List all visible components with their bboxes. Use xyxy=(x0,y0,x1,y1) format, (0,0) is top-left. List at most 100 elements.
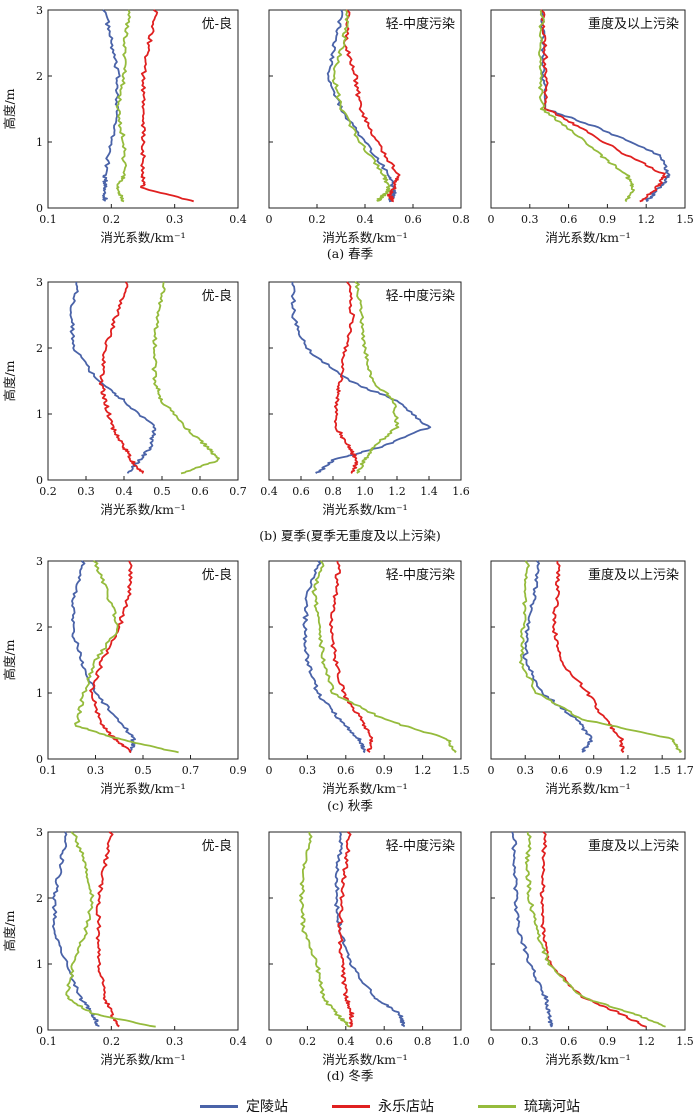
panel-title: 重度及以上污染 xyxy=(588,567,679,583)
x-tick-label: 0.4 xyxy=(229,213,247,226)
x-tick-label: 0.9 xyxy=(229,764,247,777)
x-tick-label: 0.2 xyxy=(103,213,121,226)
series-line-2 xyxy=(333,281,359,474)
x-tick-label: 0.6 xyxy=(551,764,569,777)
x-tick-label: 0.8 xyxy=(452,213,470,226)
x-tick-label: 0.6 xyxy=(292,485,310,498)
legend-label-dingling: 定陵站 xyxy=(246,1099,288,1115)
x-tick-label: 0.3 xyxy=(521,1035,539,1048)
series-line-1 xyxy=(290,281,432,474)
x-tick-label: 0.3 xyxy=(166,1035,184,1048)
x-tick-label: 0.3 xyxy=(299,764,317,777)
x-axis-label: 消光系数/km⁻¹ xyxy=(322,502,407,517)
x-tick-label: 0 xyxy=(488,213,495,226)
x-tick-label: 0.9 xyxy=(585,764,603,777)
x-tick-label: 0.9 xyxy=(599,213,617,226)
x-tick-label: 0.6 xyxy=(560,213,578,226)
x-tick-label: 0.3 xyxy=(516,764,534,777)
legend-label-liulihe: 琉璃河站 xyxy=(524,1099,580,1115)
y-tick-label: 2 xyxy=(36,621,43,634)
x-tick-label: 0.4 xyxy=(260,485,278,498)
x-tick-label: 0.2 xyxy=(39,485,57,498)
x-axis-label: 消光系数/km⁻¹ xyxy=(322,781,407,796)
season-caption: (d) 冬季 xyxy=(327,1068,374,1083)
series-line-2 xyxy=(539,831,647,1028)
y-tick-label: 3 xyxy=(36,826,43,839)
series-line-2 xyxy=(329,560,374,753)
x-tick-label: 1.5 xyxy=(653,764,671,777)
x-tick-label: 1.2 xyxy=(388,485,406,498)
series-line-1 xyxy=(71,560,136,754)
x-tick-label: 1.2 xyxy=(414,764,432,777)
x-tick-label: 1.4 xyxy=(420,485,438,498)
plot-frame xyxy=(268,831,462,1031)
legend: 定陵站 永乐店站 琉璃河站 xyxy=(0,1094,700,1118)
series-line-3 xyxy=(115,9,131,203)
series-line-1 xyxy=(51,831,100,1027)
x-tick-label: 1.2 xyxy=(619,764,637,777)
x-tick-label: 0.4 xyxy=(229,1035,247,1048)
y-tick-label: 1 xyxy=(36,408,43,421)
panel-title: 重度及以上污染 xyxy=(588,838,679,854)
x-tick-label: 0.1 xyxy=(39,213,57,226)
series-line-1 xyxy=(334,831,406,1028)
series-line-1 xyxy=(326,9,397,203)
panel-title: 轻-中度污染 xyxy=(386,16,455,32)
x-tick-label: 0.2 xyxy=(299,1035,317,1048)
x-tick-label: 0.2 xyxy=(103,1035,121,1048)
x-tick-label: 0.6 xyxy=(337,764,355,777)
x-axis-label: 消光系数/km⁻¹ xyxy=(100,1052,185,1067)
plot-frame xyxy=(47,9,239,209)
x-tick-label: 0.2 xyxy=(308,213,326,226)
season-caption: (b) 夏季(夏季无重度及以上污染) xyxy=(259,528,440,543)
x-axis-label: 消光系数/km⁻¹ xyxy=(322,1052,407,1067)
x-tick-label: 1.7 xyxy=(676,764,694,777)
x-tick-label: 0.1 xyxy=(39,1035,57,1048)
plot-frame xyxy=(47,831,239,1031)
plot-frame xyxy=(490,831,686,1031)
x-tick-label: 0.4 xyxy=(337,1035,355,1048)
x-axis-label: 消光系数/km⁻¹ xyxy=(100,502,185,517)
panel-title: 优-良 xyxy=(202,567,232,583)
series-line-2 xyxy=(95,831,120,1028)
legend-item-liulihe: 琉璃河站 xyxy=(478,1096,580,1116)
series-line-1 xyxy=(69,282,157,474)
series-line-1 xyxy=(302,560,366,754)
x-axis-label: 消光系数/km⁻¹ xyxy=(100,230,185,245)
y-tick-label: 1 xyxy=(36,136,43,149)
x-tick-label: 1.0 xyxy=(452,1035,470,1048)
x-tick-label: 1.6 xyxy=(452,485,470,498)
y-tick-label: 0 xyxy=(36,474,43,487)
x-tick-label: 0.5 xyxy=(134,764,152,777)
series-line-2 xyxy=(540,9,667,203)
season-caption: (a) 春季 xyxy=(327,246,374,261)
y-tick-label: 3 xyxy=(36,555,43,568)
panel-title: 优-良 xyxy=(202,288,232,304)
series-line-1 xyxy=(102,9,121,202)
series-line-3 xyxy=(538,9,635,203)
x-tick-label: 0.3 xyxy=(166,213,184,226)
legend-swatch-yongledian xyxy=(332,1104,370,1108)
x-tick-label: 0.4 xyxy=(356,213,374,226)
y-tick-label: 0 xyxy=(36,753,43,766)
season-caption: (c) 秋季 xyxy=(327,798,373,813)
x-tick-label: 0.6 xyxy=(191,485,209,498)
series-line-3 xyxy=(524,831,666,1028)
x-tick-label: 1.5 xyxy=(676,213,694,226)
y-axis-label: 高度/m xyxy=(2,88,17,129)
panel-title: 轻-中度污染 xyxy=(386,838,455,854)
x-tick-label: 0.6 xyxy=(404,213,422,226)
series-line-2 xyxy=(342,9,401,203)
panel-title: 重度及以上污染 xyxy=(588,16,679,32)
x-tick-label: 0 xyxy=(488,764,495,777)
panel-title: 优-良 xyxy=(202,16,232,32)
x-tick-label: 0.8 xyxy=(414,1035,432,1048)
x-tick-label: 0.5 xyxy=(153,485,171,498)
series-line-1 xyxy=(539,9,671,203)
